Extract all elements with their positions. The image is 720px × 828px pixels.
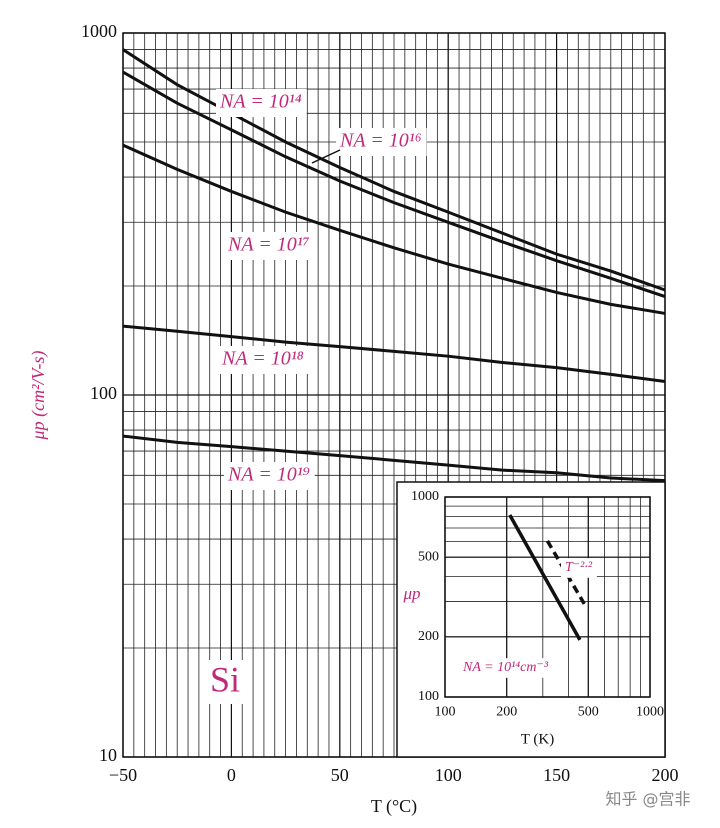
legend-background bbox=[336, 128, 427, 156]
x-tick-label: 1000 bbox=[636, 705, 664, 720]
legend-background bbox=[218, 346, 309, 374]
x-tick-label: 200 bbox=[652, 765, 679, 785]
y-tick-label: 1000 bbox=[411, 489, 439, 504]
series-line bbox=[122, 48, 666, 292]
annotation: Si bbox=[210, 659, 240, 699]
x-tick-label: 150 bbox=[543, 765, 570, 785]
y-tick-label: 10 bbox=[99, 745, 117, 765]
plot-frame bbox=[444, 496, 651, 698]
series-line bbox=[122, 324, 666, 383]
x-tick-label: −50 bbox=[109, 765, 137, 785]
y-axis-title: μp bbox=[402, 584, 420, 603]
leader-line bbox=[311, 149, 341, 164]
series-label: NA = 10¹⁶ bbox=[339, 130, 422, 152]
watermark: 知乎 @宫非 bbox=[605, 790, 690, 809]
plot-frame bbox=[122, 32, 666, 758]
series-line bbox=[122, 70, 666, 299]
series-label: NA = 10¹⁹ bbox=[227, 464, 310, 486]
x-tick-label: 200 bbox=[496, 705, 517, 720]
x-tick-label: 100 bbox=[435, 705, 456, 720]
legend-background bbox=[216, 89, 307, 117]
x-tick-label: 100 bbox=[435, 765, 462, 785]
series-label: NA = 10¹⁸ bbox=[221, 348, 304, 370]
y-tick-label: 1000 bbox=[81, 21, 117, 41]
y-axis-title: μp (cm²/V-s) bbox=[28, 351, 49, 441]
legend-background bbox=[224, 232, 315, 260]
y-tick-label: 500 bbox=[418, 549, 439, 564]
series-label: T⁻²·² bbox=[565, 560, 593, 575]
legend-background bbox=[561, 558, 597, 578]
series-line bbox=[122, 434, 666, 483]
series-line bbox=[122, 143, 666, 315]
annotation-background bbox=[200, 660, 250, 704]
y-tick-label: 100 bbox=[90, 383, 117, 403]
series-label: NA = 10¹⁴ bbox=[219, 91, 302, 113]
x-tick-label: 500 bbox=[578, 705, 599, 720]
y-tick-label: 100 bbox=[418, 689, 439, 704]
series-label: NA = 10¹⁴cm⁻³ bbox=[462, 660, 549, 675]
inset-chart: 100 200 500 1000 100 200 500 1000 T (K) μp NA = 10… bbox=[396, 481, 666, 758]
legend-background bbox=[224, 462, 315, 490]
series-line bbox=[508, 514, 582, 641]
x-tick-label: 0 bbox=[227, 765, 236, 785]
series-label: NA = 10¹⁷ bbox=[227, 234, 310, 256]
y-tick-label: 200 bbox=[418, 629, 439, 644]
x-tick-label: 50 bbox=[331, 765, 349, 785]
x-axis-title: T (°C) bbox=[371, 796, 417, 817]
legend-background bbox=[459, 658, 554, 678]
x-axis-title: T (K) bbox=[521, 731, 554, 747]
